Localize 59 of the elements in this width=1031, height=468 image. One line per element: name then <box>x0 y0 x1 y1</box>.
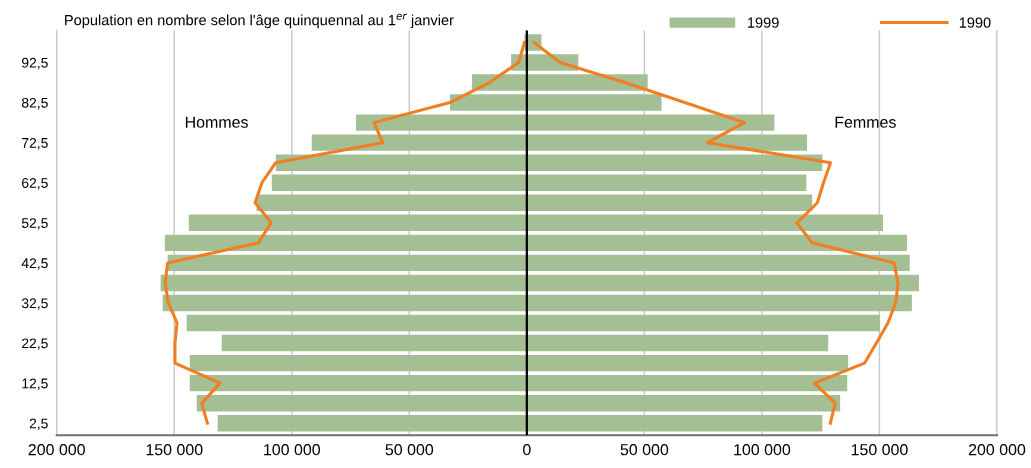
x-tick-label: 0 <box>523 444 531 456</box>
x-tick-label: 200 000 <box>968 444 1026 456</box>
chart-title: Population en nombre selon l'âge quinquennal au 1$^{er}$ janvier <box>65 13 454 29</box>
y-tick-label: 42,5 <box>21 258 48 270</box>
bar <box>526 415 823 432</box>
bar <box>526 234 907 252</box>
bar <box>221 334 527 352</box>
y-tick-label: 22,5 <box>22 338 48 350</box>
bar <box>311 134 527 151</box>
bar <box>449 94 527 111</box>
bar <box>275 154 527 171</box>
y-tick-label: 92,5 <box>21 57 48 70</box>
bar <box>162 294 527 312</box>
x-tick-label: 200 000 <box>28 444 85 456</box>
bar <box>526 154 823 171</box>
y-tick-label: 32,5 <box>21 298 48 310</box>
bar <box>186 314 527 332</box>
x-tick-label: 50 000 <box>620 444 669 456</box>
bar <box>526 174 807 191</box>
bar <box>526 214 883 232</box>
legend-label: 1990 <box>959 17 991 28</box>
bar <box>167 254 527 272</box>
bar <box>526 254 910 272</box>
bar <box>526 194 813 211</box>
y-tick-label: 82,5 <box>21 97 48 110</box>
y-tick-label: 62,5 <box>22 178 48 190</box>
x-tick-label: 100 000 <box>734 444 791 456</box>
x-tick-label: 150 000 <box>146 444 203 456</box>
bar <box>189 354 527 372</box>
y-tick-label: 72,5 <box>22 137 48 150</box>
bar <box>526 294 912 312</box>
annotation: Hommes <box>185 116 248 128</box>
bar <box>164 234 527 252</box>
bar <box>189 374 527 392</box>
bar <box>188 214 527 232</box>
x-tick-label: 50 000 <box>385 444 434 456</box>
bar <box>526 134 808 151</box>
bar <box>196 394 527 412</box>
bar <box>526 394 841 412</box>
x-tick-label: 150 000 <box>851 444 908 456</box>
bar <box>160 274 527 292</box>
y-tick-label: 2,5 <box>29 418 48 431</box>
bar <box>526 94 662 111</box>
x-tick-label: 100 000 <box>264 444 321 456</box>
bar <box>256 194 527 211</box>
bar <box>526 74 648 91</box>
bar <box>526 374 848 392</box>
bar <box>526 314 880 332</box>
y-tick-label: 52,5 <box>21 218 48 230</box>
bar <box>526 114 775 131</box>
bar <box>526 334 829 352</box>
bar <box>526 354 849 372</box>
bar <box>526 274 919 292</box>
bar <box>271 174 527 191</box>
bar <box>217 415 527 432</box>
bar <box>355 114 527 131</box>
legend-label: 1999 <box>748 17 779 28</box>
y-tick-label: 12,5 <box>22 378 48 390</box>
annotation: Femmes <box>835 116 896 128</box>
